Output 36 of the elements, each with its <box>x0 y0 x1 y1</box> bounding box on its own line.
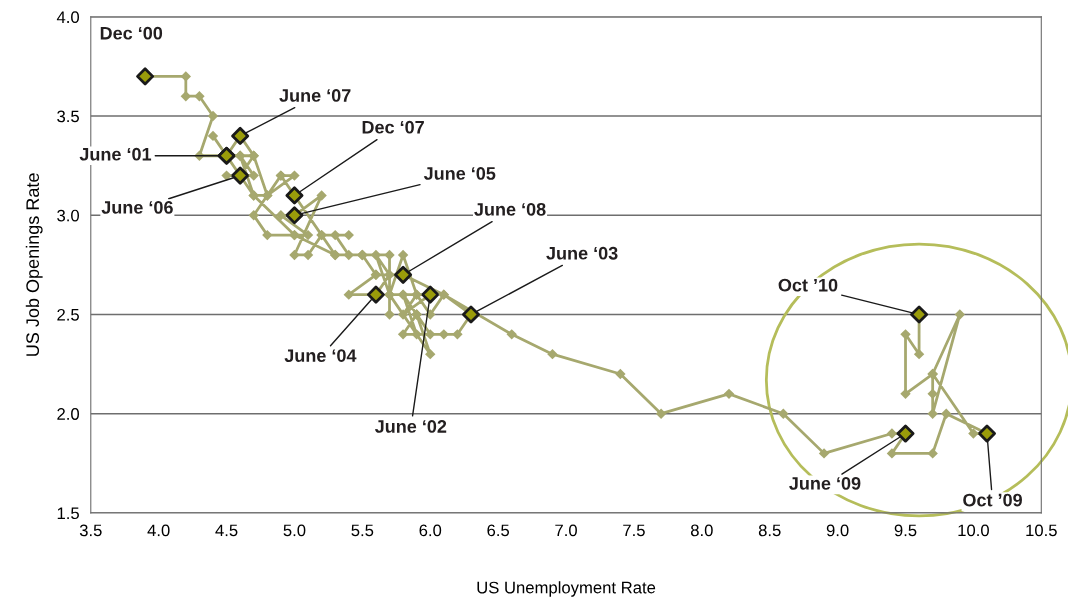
x-tick-label: 9.5 <box>894 524 917 537</box>
x-tick-label: 5.0 <box>283 524 306 537</box>
annotation: June ‘04 <box>284 349 357 362</box>
x-tick-label: 9.0 <box>826 524 849 537</box>
x-tick-label: 7.5 <box>623 524 645 537</box>
x-tick-label: 8.5 <box>758 524 781 537</box>
annotation: June ‘02 <box>374 420 447 433</box>
y-tick-label: 3.0 <box>57 209 80 222</box>
x-axis-title: US Unemployment Rate <box>477 581 656 597</box>
annotation: June ‘05 <box>423 167 496 180</box>
x-tick-label: 4.0 <box>147 524 170 537</box>
annotation: June ‘03 <box>546 246 618 260</box>
x-tick-label: 7.0 <box>555 524 577 537</box>
y-tick-label: 4.0 <box>56 11 80 24</box>
annotation: Dec ‘07 <box>362 120 424 134</box>
x-tick-label: 4.5 <box>215 524 238 537</box>
y-tick-label: 1.5 <box>57 507 79 520</box>
y-tick-label: 3.5 <box>57 110 79 123</box>
annotation: Oct ’09 <box>963 493 1022 507</box>
annotation: June ‘08 <box>474 202 546 216</box>
x-tick-label: 6.0 <box>419 524 442 537</box>
annotation: June ‘07 <box>279 89 351 102</box>
x-tick-label: 8.0 <box>690 524 713 537</box>
y-tick-label: 2.0 <box>57 408 80 420</box>
annotation: Dec ‘00 <box>100 26 163 40</box>
x-tick-label: 3.5 <box>79 524 102 537</box>
x-tick-label: 10.0 <box>958 524 989 537</box>
y-axis-title: US Job Openings Rate <box>25 173 43 356</box>
annotation: June ‘01 <box>79 147 152 161</box>
x-tick-label: 5.5 <box>351 524 374 537</box>
y-tick-label: 2.5 <box>57 308 79 321</box>
x-tick-label: 10.5 <box>1026 524 1057 537</box>
annotation: June ‘06 <box>101 200 173 214</box>
annotation: June ‘09 <box>789 476 861 490</box>
annotation: Oct ’10 <box>778 278 838 292</box>
x-tick-label: 6.5 <box>487 524 510 537</box>
